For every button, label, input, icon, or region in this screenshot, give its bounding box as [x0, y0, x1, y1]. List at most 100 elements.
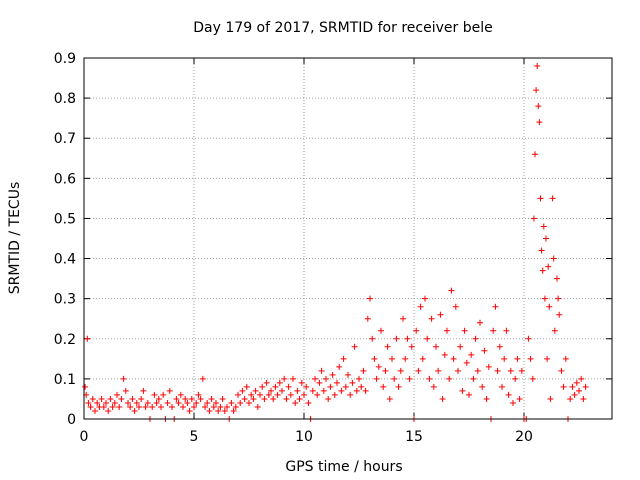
data-point — [105, 407, 112, 414]
data-point — [125, 399, 131, 406]
data-point — [237, 399, 244, 406]
data-point — [232, 403, 239, 410]
data-point — [472, 335, 479, 342]
data-point — [468, 351, 475, 358]
data-point — [327, 383, 334, 390]
data-point — [391, 375, 398, 382]
data-point — [215, 407, 222, 414]
data-point — [353, 387, 360, 394]
data-point — [336, 363, 343, 370]
x-tick-label: 5 — [190, 429, 199, 445]
data-point — [501, 355, 508, 362]
data-point — [560, 383, 567, 390]
data-point — [193, 399, 200, 406]
data-point — [349, 379, 356, 386]
data-point — [283, 395, 290, 402]
data-point — [204, 399, 211, 406]
data-point — [323, 375, 329, 382]
y-tick-label: 0.1 — [54, 372, 76, 388]
data-point — [527, 355, 534, 362]
data-point — [290, 375, 296, 382]
data-point — [477, 319, 483, 326]
data-point — [483, 395, 490, 402]
data-point — [320, 387, 327, 394]
data-point — [503, 327, 510, 334]
data-point — [184, 399, 191, 406]
data-point — [555, 295, 562, 302]
data-point — [239, 387, 246, 394]
data-point — [481, 347, 488, 354]
data-point — [296, 395, 303, 402]
data-point — [413, 327, 420, 334]
data-point — [318, 367, 325, 374]
data-point — [140, 387, 147, 394]
data-point — [537, 195, 544, 202]
data-point — [582, 383, 589, 390]
data-point — [347, 391, 354, 398]
data-point — [305, 399, 312, 406]
data-point — [382, 367, 389, 374]
data-point — [535, 103, 542, 110]
data-point — [155, 395, 162, 402]
y-tick-label: 0.5 — [54, 211, 76, 227]
data-point — [404, 335, 411, 342]
data-point — [272, 383, 279, 390]
data-point — [490, 327, 497, 334]
data-point — [118, 395, 125, 402]
data-point — [342, 383, 349, 390]
data-point — [534, 63, 541, 70]
data-point — [158, 403, 164, 410]
data-point — [287, 391, 294, 398]
data-point — [107, 395, 114, 402]
y-tick-label: 0.3 — [54, 292, 76, 308]
data-point — [191, 403, 197, 410]
data-point — [389, 355, 395, 362]
data-point — [230, 407, 237, 414]
data-point — [479, 383, 486, 390]
data-point — [312, 375, 318, 382]
data-point — [373, 375, 380, 382]
data-point — [550, 255, 557, 262]
data-point — [529, 375, 536, 382]
data-point — [428, 315, 435, 322]
data-point — [424, 335, 431, 342]
data-point — [514, 355, 521, 362]
data-point — [554, 275, 560, 282]
data-point — [345, 371, 351, 378]
data-point — [217, 403, 224, 410]
data-point — [397, 367, 404, 374]
data-point — [571, 391, 578, 398]
data-point — [556, 311, 563, 318]
data-point — [551, 327, 558, 334]
data-point — [485, 363, 492, 370]
data-point — [85, 399, 92, 406]
data-point — [279, 387, 285, 394]
data-point — [419, 355, 426, 362]
y-tick-label: 0.6 — [54, 171, 76, 187]
data-point — [578, 375, 585, 382]
data-point — [103, 399, 109, 406]
data-point — [422, 295, 428, 302]
data-point — [98, 395, 105, 402]
data-point — [175, 399, 182, 406]
data-point — [92, 407, 98, 414]
data-point — [87, 403, 94, 410]
data-point — [250, 395, 257, 402]
data-point — [437, 311, 444, 318]
data-point — [94, 399, 101, 406]
data-point — [136, 403, 142, 410]
data-point — [202, 403, 208, 410]
data-point — [459, 387, 466, 394]
data-point — [580, 395, 587, 402]
data-point — [210, 403, 217, 410]
data-point — [547, 395, 554, 402]
data-point — [439, 395, 446, 402]
data-point — [303, 383, 310, 390]
data-point — [116, 403, 123, 410]
data-point — [224, 403, 230, 410]
data-point — [507, 367, 514, 374]
data-point — [444, 327, 450, 334]
data-point — [100, 403, 107, 410]
data-point — [173, 395, 180, 402]
